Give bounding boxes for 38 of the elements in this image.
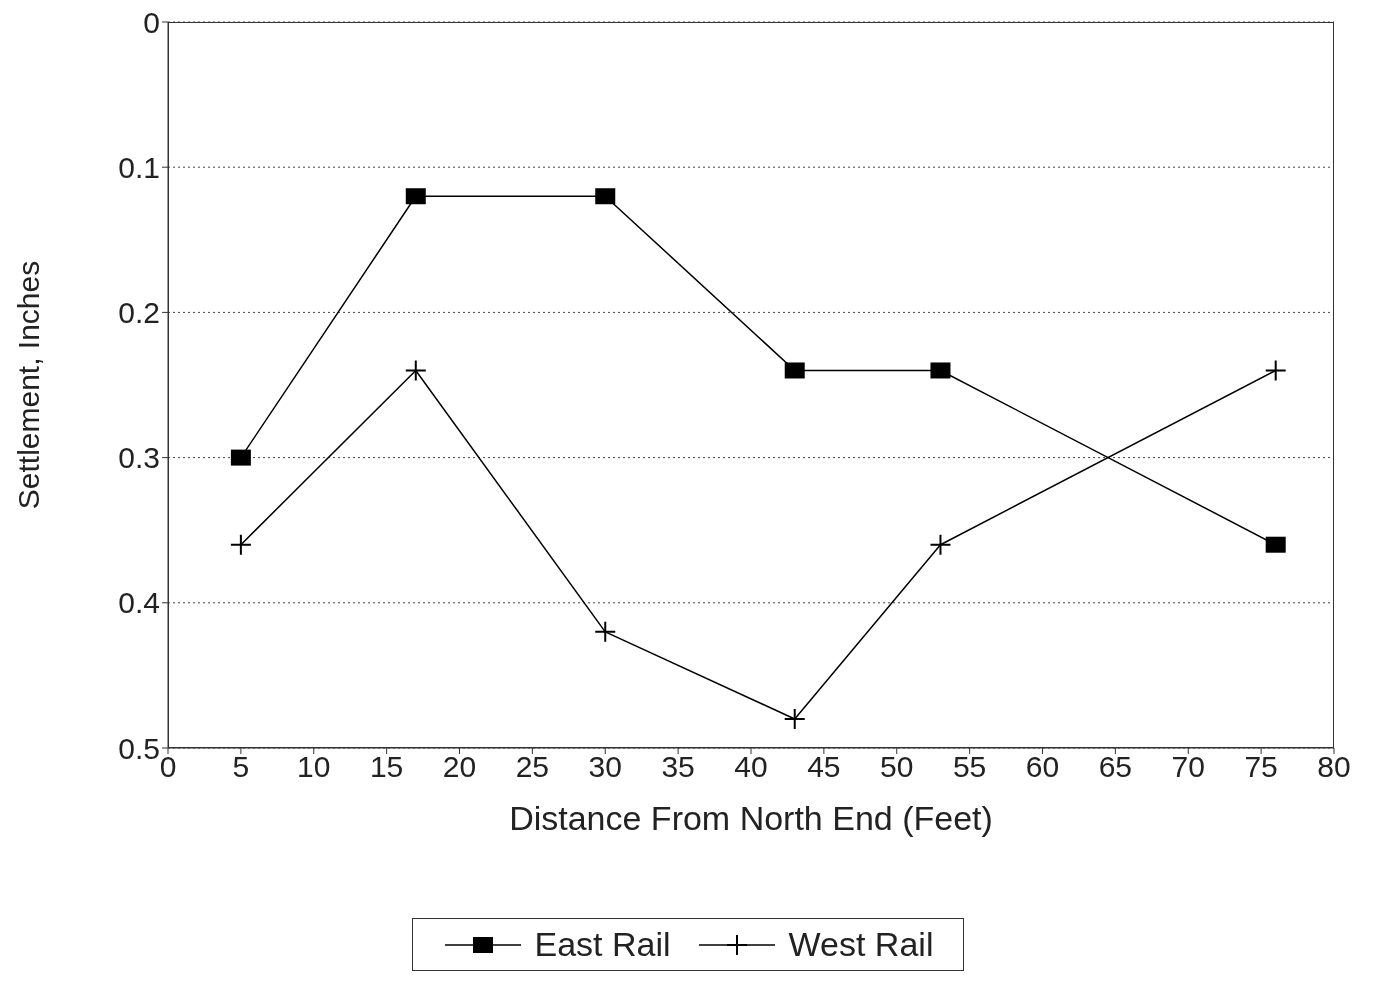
legend-label: West Rail — [788, 925, 934, 964]
point — [404, 359, 427, 382]
y-tick-label: 0.5 — [118, 731, 160, 765]
x-tick-label: 60 — [1025, 750, 1060, 784]
point — [784, 362, 805, 379]
x-tick-label: 10 — [297, 750, 331, 784]
y-tick-label: 0.2 — [118, 296, 160, 330]
legend-label: East Rail — [534, 925, 671, 964]
y-axis-title: Settlement, Inches — [11, 260, 45, 510]
x-tick-label: 65 — [1098, 750, 1133, 784]
point — [595, 188, 616, 205]
x-tick-label: 35 — [661, 750, 695, 784]
y-tick-label: 0.3 — [118, 441, 160, 475]
x-tick-label: 50 — [880, 750, 914, 784]
point — [230, 449, 251, 466]
point — [229, 533, 252, 556]
point — [783, 707, 806, 730]
x-tick-label: 25 — [515, 750, 550, 784]
x-tick-label: 5 — [232, 750, 250, 784]
x-tick-label: 45 — [807, 750, 841, 784]
point — [929, 533, 952, 556]
x-tick-label: 20 — [442, 750, 477, 784]
x-tick-label: 70 — [1171, 750, 1205, 784]
y-tick-label: 0.1 — [118, 150, 160, 184]
x-axis-title: Distance From North End (Feet) — [509, 799, 993, 837]
point — [594, 620, 617, 643]
y-tick-label: 0.4 — [118, 586, 160, 620]
x-tick-label: 40 — [734, 750, 768, 784]
x-tick-label: 15 — [369, 750, 404, 784]
point — [405, 188, 426, 205]
point — [1264, 359, 1287, 382]
x-tick-label: 55 — [952, 750, 987, 784]
point — [930, 362, 951, 379]
x-tick-label: 75 — [1244, 750, 1278, 784]
y-tick-label: 0 — [143, 5, 160, 39]
point — [1265, 536, 1286, 553]
x-tick-label: 80 — [1317, 750, 1351, 784]
x-tick-label: 30 — [588, 750, 622, 784]
